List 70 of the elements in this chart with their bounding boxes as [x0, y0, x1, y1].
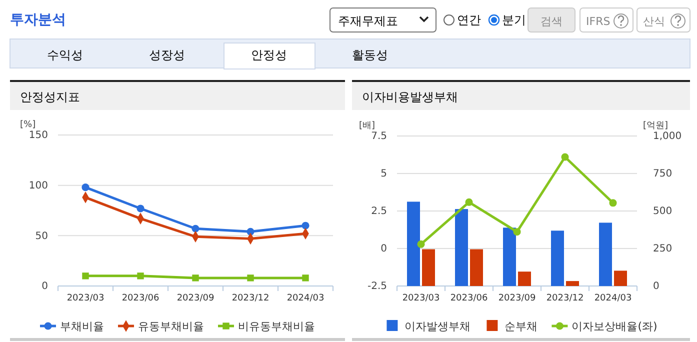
y-tick-label: 100 [28, 180, 48, 192]
bar [551, 230, 564, 286]
x-tick-label: 2023/03 [66, 293, 104, 304]
x-tick-label: 2023/12 [546, 293, 584, 304]
text: 활동성 [352, 48, 388, 62]
y2-tick-label: 1,000 [653, 131, 682, 142]
legend-label: 비유동부채비율 [238, 320, 315, 333]
legend-label: 이자발생부채 [404, 320, 471, 333]
bar [518, 272, 531, 286]
text: 주재무제표 [338, 14, 398, 28]
y2-tick-label: 750 [653, 168, 672, 180]
y-tick-label: 0 [380, 244, 387, 255]
bar [599, 222, 612, 286]
text: 검색 [540, 15, 562, 28]
legend-label: 이자보상배율(좌) [572, 320, 658, 333]
x-tick-label: 2023/12 [232, 293, 270, 304]
y-tick-label: 150 [28, 130, 48, 142]
y-axis-title: [배] [359, 121, 376, 131]
bar [566, 281, 579, 286]
bar [614, 270, 627, 286]
x-tick-label: 2023/09 [498, 293, 536, 304]
text: 산식 [643, 15, 665, 28]
y-tick-label: 50 [35, 230, 48, 242]
y-tick-label: 2.5 [371, 206, 387, 218]
text: 성장성 [149, 48, 185, 62]
x-tick-label: 2023/06 [450, 293, 488, 304]
y-axis-title: [%] [20, 120, 36, 130]
point [136, 204, 144, 212]
y-tick-label: -2.5 [367, 281, 387, 292]
y-tick-label: 7.5 [371, 131, 387, 142]
point [302, 274, 309, 282]
x-tick-label: 2023/06 [122, 293, 160, 304]
bar [422, 249, 435, 286]
text: 연간 [457, 13, 481, 27]
y2-tick-label: 500 [653, 206, 672, 218]
point [561, 153, 569, 161]
bar [407, 202, 420, 286]
point [609, 199, 617, 207]
point [513, 228, 521, 236]
legend-label: 부채비율 [60, 320, 104, 333]
x-tick-label: 2023/09 [176, 293, 214, 304]
bar [470, 249, 483, 286]
point [192, 224, 200, 232]
point [137, 272, 144, 280]
bar [455, 209, 468, 286]
point [417, 240, 425, 248]
legend-label: 순부채 [504, 320, 538, 333]
point [247, 274, 254, 282]
legend-label: 유동부채비율 [138, 320, 204, 333]
point [82, 272, 89, 280]
x-tick-label: 2024/03 [594, 293, 632, 304]
text: 수익성 [47, 48, 83, 62]
y-tick-label: 5 [380, 168, 387, 180]
text: IFRS [586, 15, 610, 28]
bar [503, 228, 516, 286]
point [82, 184, 90, 192]
point [465, 198, 473, 206]
text: 투자분석 [10, 12, 66, 28]
y2-axis-title: [억원] [643, 121, 668, 131]
text: 안정성 [251, 48, 287, 62]
point [302, 222, 310, 230]
y-tick-label: 0 [42, 281, 48, 292]
x-tick-label: 2024/03 [286, 293, 324, 304]
text: 분기 [502, 13, 526, 27]
y2-tick-label: 250 [653, 244, 672, 255]
x-tick-label: 2023/03 [402, 293, 440, 304]
chart-title: 안정성지표 [20, 90, 80, 104]
point [192, 274, 199, 282]
y2-tick-label: 0 [653, 281, 660, 292]
chart-title: 이자비용발생부채 [362, 90, 458, 104]
